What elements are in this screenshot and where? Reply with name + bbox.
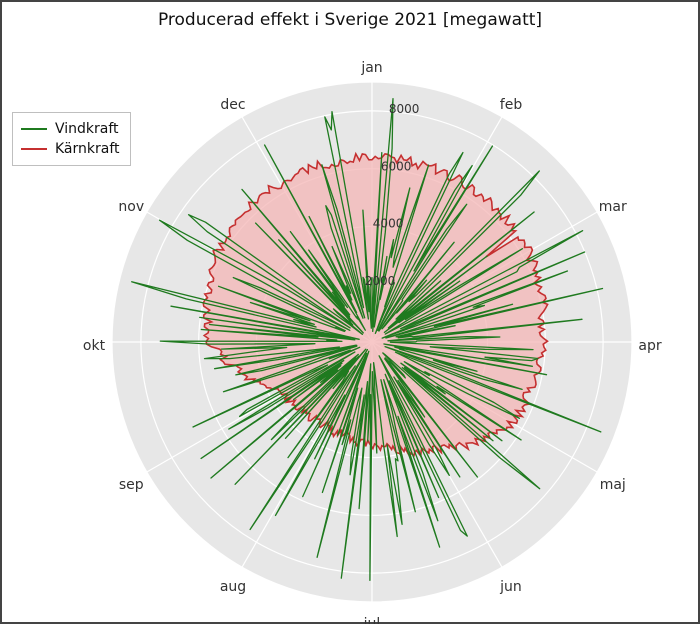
month-label-maj: maj — [600, 477, 626, 493]
month-label-apr: apr — [638, 338, 661, 354]
month-label-nov: nov — [118, 199, 144, 215]
month-label-feb: feb — [500, 97, 523, 113]
month-label-aug: aug — [220, 579, 246, 595]
month-label-sep: sep — [119, 477, 144, 493]
month-label-dec: dec — [220, 97, 245, 113]
r-tick-6000: 6000 — [381, 159, 412, 173]
month-label-jul: jul — [363, 616, 381, 624]
r-tick-2000: 2000 — [365, 274, 396, 288]
month-label-okt: okt — [83, 338, 106, 354]
r-tick-8000: 8000 — [389, 102, 420, 116]
month-label-mar: mar — [599, 199, 627, 215]
month-label-jun: jun — [499, 579, 522, 595]
r-tick-4000: 4000 — [373, 217, 404, 231]
polar-chart: jan feb mar apr maj jun jul aug sep okt nov dec 2000… — [2, 2, 700, 624]
month-label-jan: jan — [360, 60, 382, 76]
